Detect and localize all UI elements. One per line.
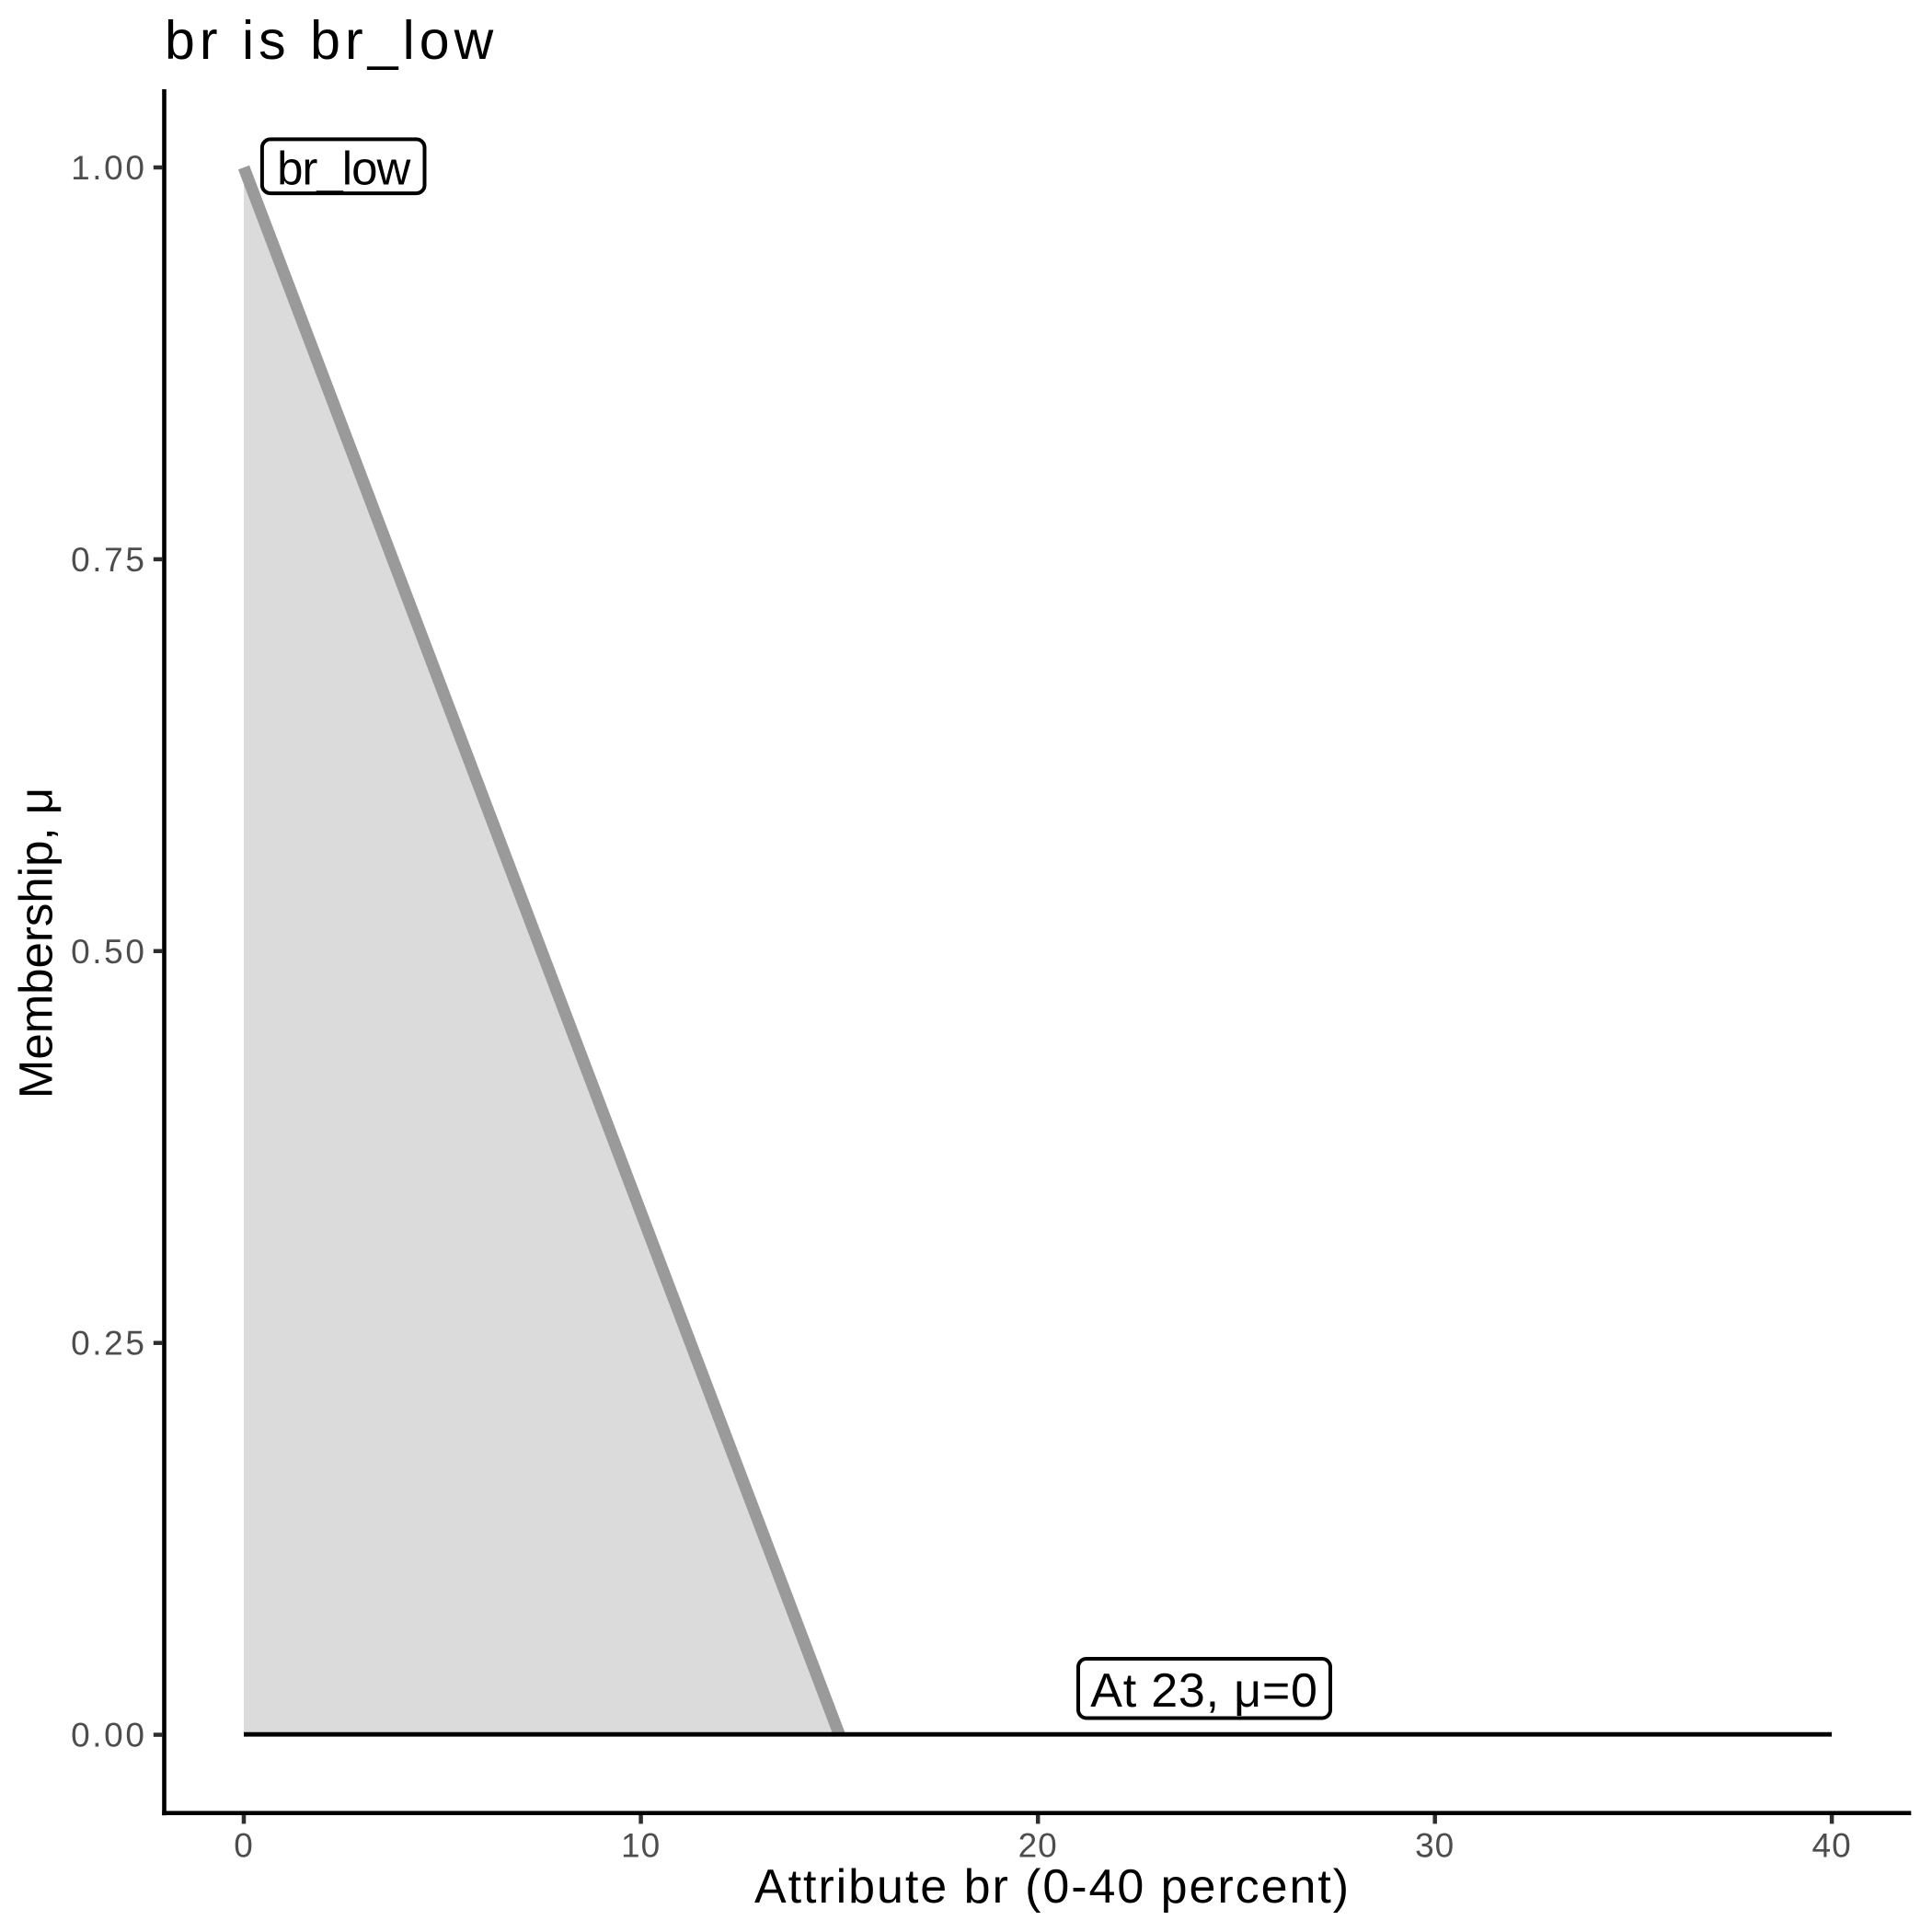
svg-text:20: 20 — [1018, 1827, 1058, 1865]
svg-text:br_low: br_low — [277, 142, 410, 194]
svg-text:Membership, μ: Membership, μ — [10, 788, 63, 1098]
svg-text:0.25: 0.25 — [71, 1325, 146, 1363]
svg-text:0.00: 0.00 — [71, 1717, 146, 1754]
svg-text:Attribute br (0-40 percent): Attribute br (0-40 percent) — [754, 1860, 1351, 1914]
svg-text:At 23, μ=0: At 23, μ=0 — [1090, 1664, 1318, 1718]
svg-text:10: 10 — [621, 1827, 661, 1865]
svg-text:1.00: 1.00 — [71, 149, 146, 187]
svg-text:40: 40 — [1812, 1827, 1852, 1865]
svg-text:br is br_low: br is br_low — [165, 10, 498, 71]
svg-text:30: 30 — [1415, 1827, 1455, 1865]
svg-text:0.75: 0.75 — [71, 541, 146, 579]
svg-text:0.50: 0.50 — [71, 933, 146, 971]
svg-text:0: 0 — [234, 1827, 254, 1865]
